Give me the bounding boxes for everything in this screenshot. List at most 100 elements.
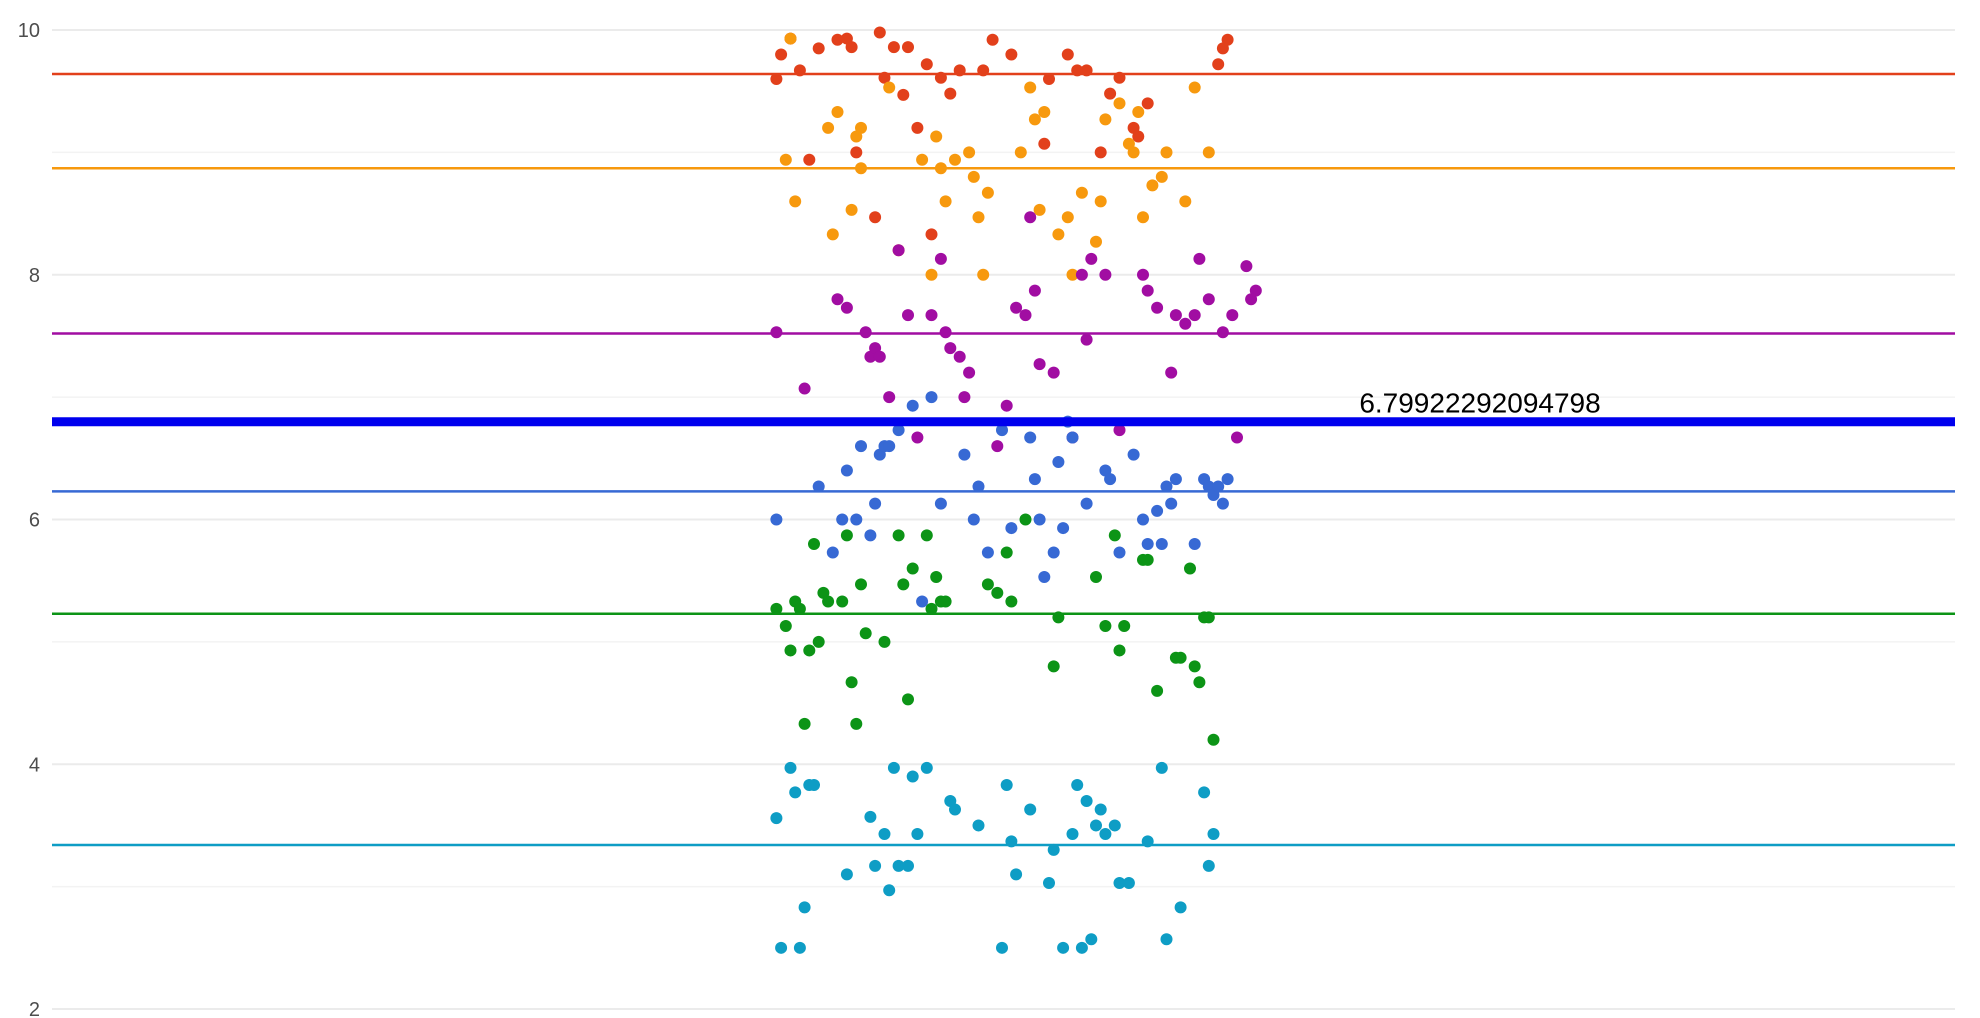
data-point xyxy=(1024,803,1037,816)
data-point xyxy=(953,64,966,77)
data-point xyxy=(793,602,806,615)
data-point xyxy=(798,901,811,914)
data-point xyxy=(869,497,882,510)
data-point xyxy=(789,195,802,208)
data-point xyxy=(906,770,919,783)
data-point xyxy=(1160,933,1173,946)
data-point xyxy=(808,537,820,550)
data-point xyxy=(1193,676,1206,689)
data-point xyxy=(779,153,792,166)
data-point xyxy=(1014,146,1027,159)
data-point xyxy=(1113,876,1126,889)
data-point xyxy=(1137,211,1149,224)
data-point xyxy=(1033,513,1046,526)
data-point xyxy=(1057,941,1070,954)
data-point xyxy=(1000,399,1013,412)
data-point xyxy=(1038,571,1051,584)
data-point xyxy=(944,87,957,100)
data-point xyxy=(1028,113,1041,126)
data-point xyxy=(1080,794,1093,807)
data-point xyxy=(1038,137,1051,150)
data-point xyxy=(1094,146,1107,159)
data-point xyxy=(1151,684,1164,697)
data-point xyxy=(967,513,980,526)
data-point xyxy=(920,58,933,71)
data-point xyxy=(1155,761,1168,774)
data-point xyxy=(864,529,877,542)
data-point xyxy=(1047,366,1060,379)
data-point xyxy=(1052,611,1065,624)
data-point xyxy=(906,562,919,575)
data-point xyxy=(1099,113,1112,126)
data-point xyxy=(1212,480,1225,493)
data-point xyxy=(958,391,971,404)
data-point xyxy=(939,326,952,339)
data-point xyxy=(1019,309,1032,322)
data-point xyxy=(840,868,853,881)
data-point xyxy=(1155,170,1168,183)
data-point xyxy=(1075,268,1088,281)
reference-line-group: 6.79922292094798 xyxy=(52,388,1955,427)
data-point xyxy=(1231,431,1243,444)
data-point xyxy=(850,513,863,526)
data-point xyxy=(1141,835,1154,848)
data-point xyxy=(897,88,910,101)
data-point xyxy=(1033,203,1046,216)
data-point xyxy=(1165,366,1178,379)
data-point xyxy=(991,440,1004,453)
data-point xyxy=(1071,779,1084,792)
data-point xyxy=(1047,546,1060,559)
data-point xyxy=(812,635,825,648)
data-point xyxy=(859,326,872,339)
data-point xyxy=(1080,64,1093,77)
data-point xyxy=(831,105,844,118)
data-point xyxy=(883,440,896,453)
data-point xyxy=(1075,941,1088,954)
data-point xyxy=(878,635,891,648)
data-point xyxy=(793,64,806,77)
data-point xyxy=(902,309,914,322)
data-point xyxy=(770,72,783,85)
data-point xyxy=(1090,819,1102,832)
data-point xyxy=(864,810,877,823)
data-point xyxy=(1005,48,1018,61)
data-point xyxy=(873,26,886,39)
data-point xyxy=(1066,268,1079,281)
data-point xyxy=(930,130,943,143)
data-point xyxy=(878,71,891,84)
data-point xyxy=(1085,933,1098,946)
data-point xyxy=(1141,284,1154,297)
data-point xyxy=(798,717,811,730)
data-point xyxy=(1113,71,1126,84)
data-point xyxy=(869,859,882,872)
data-point xyxy=(1188,81,1201,94)
data-point xyxy=(1174,901,1187,914)
data-point xyxy=(770,326,783,339)
data-point xyxy=(996,424,1008,437)
data-point xyxy=(1104,473,1117,486)
data-point xyxy=(1099,828,1112,841)
data-point xyxy=(1113,424,1126,437)
data-point xyxy=(831,33,844,46)
series-mean-lines xyxy=(52,72,1955,847)
data-point xyxy=(906,399,919,412)
data-point xyxy=(1155,537,1168,550)
data-point xyxy=(1146,179,1159,192)
data-point xyxy=(1113,97,1126,110)
data-point xyxy=(902,859,914,872)
data-point xyxy=(1108,819,1121,832)
data-point xyxy=(859,627,872,640)
data-point xyxy=(1024,81,1037,94)
data-point xyxy=(1024,431,1037,444)
data-point xyxy=(855,162,867,175)
data-point xyxy=(1127,146,1140,159)
data-point xyxy=(1249,284,1262,297)
data-point xyxy=(803,153,816,166)
data-point xyxy=(1005,595,1018,608)
data-point xyxy=(1052,228,1065,241)
data-point xyxy=(920,761,933,774)
data-point xyxy=(1179,195,1192,208)
data-point xyxy=(869,211,882,224)
data-point xyxy=(1033,358,1046,371)
reference-line-label: 6.79922292094798 xyxy=(1359,388,1600,419)
